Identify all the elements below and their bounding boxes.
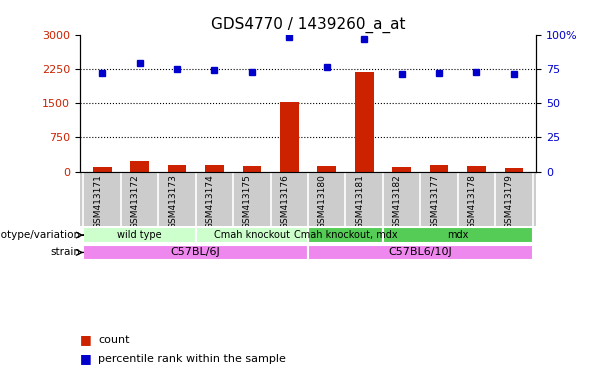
Text: GSM413177: GSM413177	[430, 174, 439, 229]
Bar	[383, 227, 533, 243]
Text: GSM413172: GSM413172	[131, 174, 140, 229]
Text: genotype/variation: genotype/variation	[0, 230, 80, 240]
Bar	[168, 165, 186, 172]
Text: Cmah knockout: Cmah knockout	[214, 230, 290, 240]
Text: GSM413176: GSM413176	[280, 174, 289, 229]
Bar	[83, 245, 308, 260]
Bar	[308, 227, 383, 243]
Text: ■: ■	[80, 353, 91, 366]
Text: GSM413179: GSM413179	[505, 174, 514, 229]
Text: C57BL/6J: C57BL/6J	[171, 247, 221, 257]
Bar	[196, 227, 308, 243]
Title: GDS4770 / 1439260_a_at: GDS4770 / 1439260_a_at	[211, 17, 405, 33]
Text: GSM413175: GSM413175	[243, 174, 252, 229]
Bar	[355, 72, 373, 172]
Text: C57BL6/10J: C57BL6/10J	[389, 247, 452, 257]
Text: count: count	[98, 335, 129, 345]
Bar	[93, 167, 112, 172]
Text: GSM413181: GSM413181	[355, 174, 364, 229]
Bar	[280, 102, 299, 172]
Text: GSM413173: GSM413173	[168, 174, 177, 229]
Bar	[318, 166, 336, 172]
Text: GSM413174: GSM413174	[205, 174, 215, 229]
Bar	[392, 167, 411, 172]
Text: strain: strain	[50, 247, 80, 257]
Text: ■: ■	[80, 333, 91, 346]
Bar	[467, 166, 486, 172]
Text: GSM413182: GSM413182	[392, 174, 402, 229]
Bar	[430, 165, 448, 172]
Bar	[504, 168, 524, 172]
Bar	[83, 227, 196, 243]
Text: GSM413180: GSM413180	[318, 174, 327, 229]
Bar	[205, 165, 224, 172]
Bar	[130, 161, 149, 172]
Bar	[243, 166, 261, 172]
Text: GSM413178: GSM413178	[468, 174, 476, 229]
Bar	[308, 245, 533, 260]
Text: mdx: mdx	[447, 230, 468, 240]
Text: GSM413171: GSM413171	[93, 174, 102, 229]
Text: wild type: wild type	[117, 230, 162, 240]
Text: percentile rank within the sample: percentile rank within the sample	[98, 354, 286, 364]
Text: Cmah knockout, mdx: Cmah knockout, mdx	[294, 230, 397, 240]
